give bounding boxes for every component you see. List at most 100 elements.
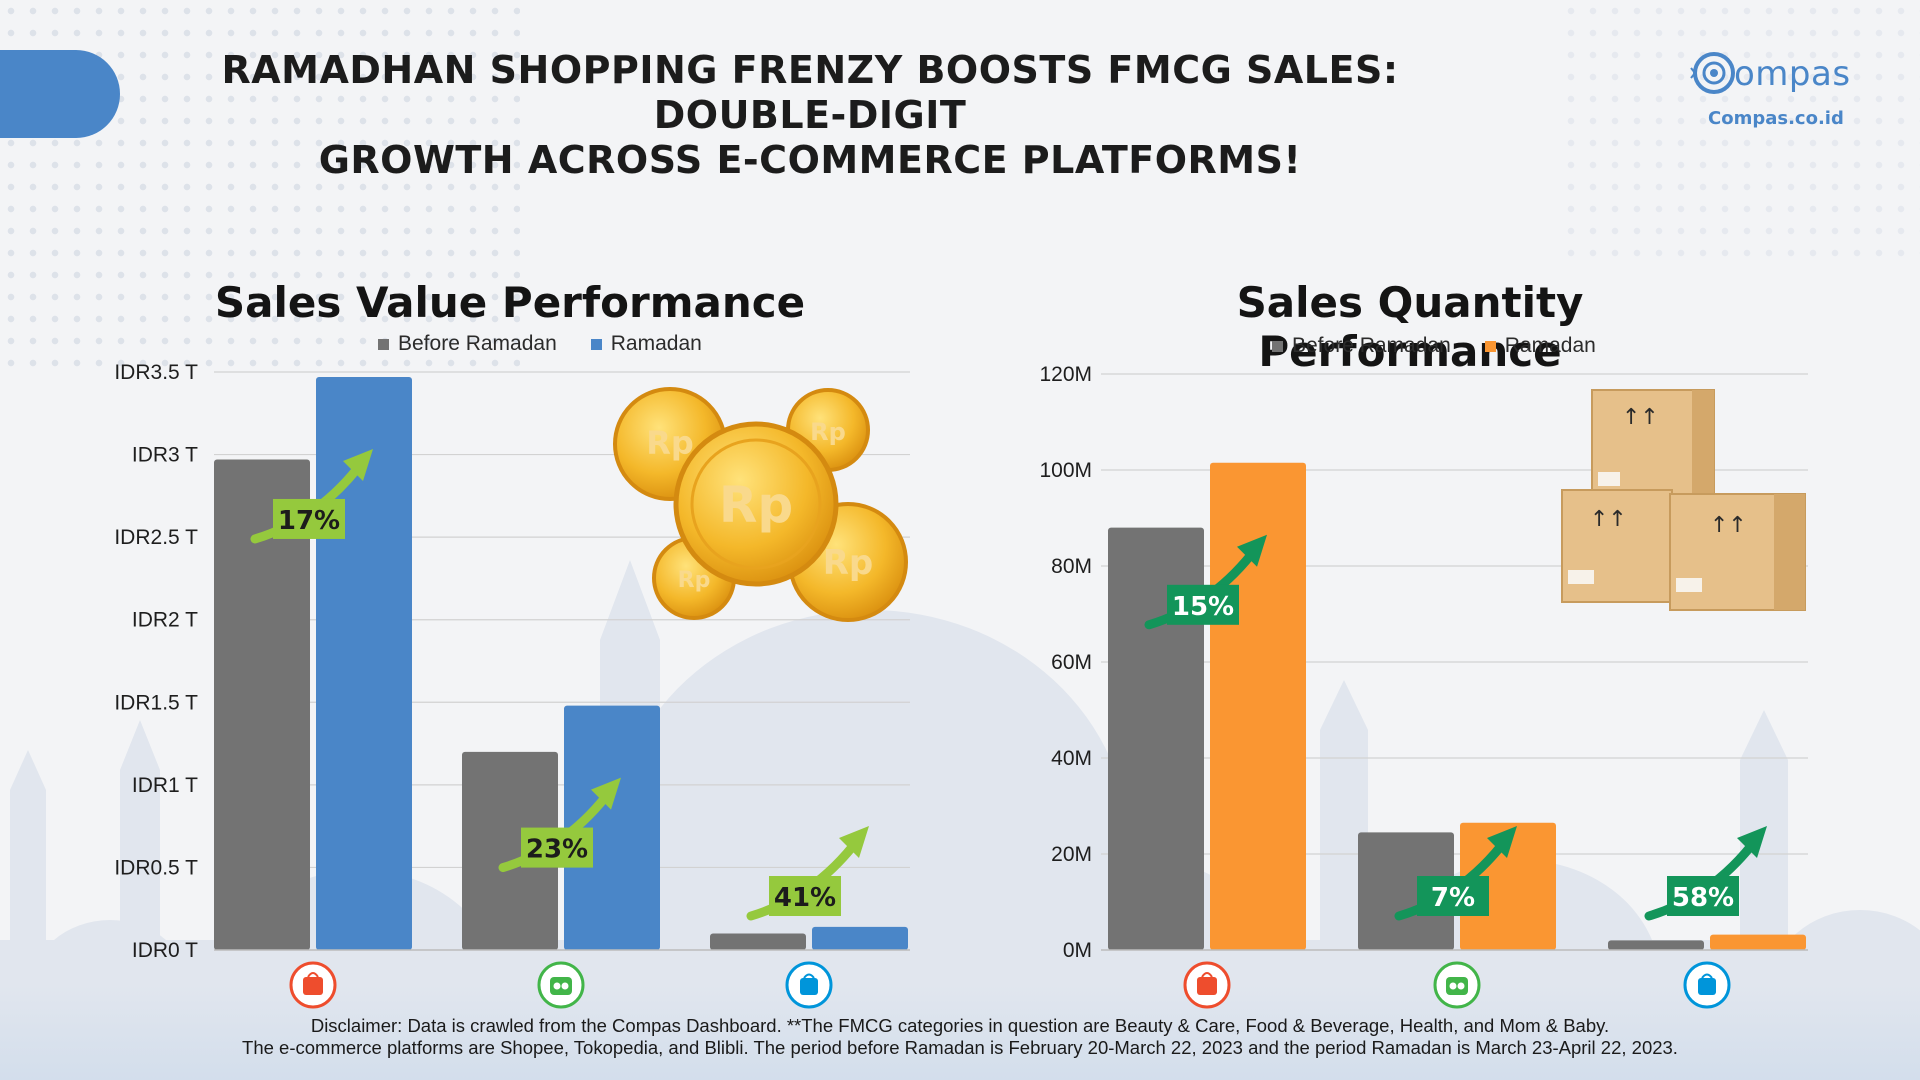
shopee-bag bbox=[303, 977, 323, 995]
chart-2-legend-swatch-ramadan bbox=[1484, 340, 1496, 352]
shopee-bag-handle bbox=[1201, 972, 1213, 978]
growth-arrow-head bbox=[343, 448, 373, 481]
growth-arrow-head bbox=[1237, 534, 1267, 567]
chart-2-legend-item-ramadan: Ramadan bbox=[1484, 334, 1596, 358]
chart-2-legend-label-ramadan: Ramadan bbox=[1504, 334, 1596, 357]
chart-2-title: Sales Quantity Performance bbox=[1236, 278, 1584, 376]
y-tick-label: 60M bbox=[1051, 651, 1092, 674]
tokopedia-icon bbox=[537, 961, 585, 1009]
growth-arrow-head bbox=[591, 777, 621, 810]
box-icon: ↑↑ bbox=[1561, 489, 1673, 603]
chart-2-legend-label-before: Before Ramadan bbox=[1292, 334, 1451, 357]
tokopedia-eye bbox=[553, 982, 561, 990]
y-tick-label: 20M bbox=[1051, 843, 1092, 866]
disclaimer: Disclaimer: Data is crawled from the Com… bbox=[0, 1015, 1920, 1059]
y-tick-label: IDR0 T bbox=[132, 939, 198, 962]
svg-text:Rp: Rp bbox=[678, 568, 711, 593]
growth-label-box bbox=[521, 827, 593, 868]
tokopedia-eye bbox=[561, 982, 569, 990]
tokopedia-eye bbox=[1457, 982, 1465, 990]
blibli-bag-handle bbox=[1701, 973, 1713, 979]
y-tick-label: 0M bbox=[1063, 939, 1092, 962]
growth-label: 15% bbox=[1172, 592, 1234, 622]
tokopedia-bag bbox=[550, 977, 572, 995]
blibli-icon bbox=[785, 961, 833, 1009]
rupiah-coins-illustration: Rp Rp Rp Rp Rp bbox=[613, 387, 908, 622]
cardboard-boxes-illustration: ↑↑ ↑↑ ↑↑ bbox=[1561, 389, 1806, 611]
shopee-bag-handle bbox=[307, 972, 319, 978]
svg-text:Rp: Rp bbox=[823, 543, 874, 583]
y-tick-label: 100M bbox=[1039, 459, 1092, 482]
bar-before bbox=[1608, 940, 1704, 950]
disclaimer-line-2: The e-commerce platforms are Shopee, Tok… bbox=[242, 1037, 1678, 1058]
growth-label-box bbox=[769, 876, 841, 916]
growth-arrow-head bbox=[839, 826, 869, 858]
tokopedia-eye bbox=[1449, 982, 1457, 990]
svg-text:Rp: Rp bbox=[646, 424, 694, 462]
page-title-line-1: RAMADHAN SHOPPING FRENZY BOOSTS FMCG SAL… bbox=[221, 48, 1399, 137]
y-tick-label: IDR3.5 T bbox=[114, 361, 198, 384]
page-title-line-2: GROWTH ACROSS E-COMMERCE PLATFORMS! bbox=[318, 138, 1302, 182]
growth-label-box bbox=[273, 498, 345, 539]
y-tick-label: 120M bbox=[1039, 363, 1092, 386]
y-tick-label: IDR0.5 T bbox=[114, 856, 198, 879]
tokopedia-bag bbox=[1446, 977, 1468, 995]
svg-text:↑↑: ↑↑ bbox=[1590, 507, 1627, 532]
growth-arrow-icon: 7% bbox=[1394, 826, 1517, 921]
growth-arrow-icon: 41% bbox=[746, 826, 869, 921]
bar-before bbox=[462, 751, 558, 950]
box-icon: ↑↑ bbox=[1591, 389, 1715, 503]
y-tick-label: IDR1.5 T bbox=[114, 691, 198, 714]
chart-1-legend-item-before: Before Ramadan bbox=[378, 332, 557, 356]
growth-label-box bbox=[1167, 584, 1239, 625]
chart-1-title: Sales Value Performance bbox=[214, 278, 806, 327]
bar-ramadan bbox=[812, 926, 908, 950]
blibli-bag bbox=[1698, 978, 1716, 995]
chart-1-legend-item-ramadan: Ramadan bbox=[590, 332, 702, 356]
chart-2-legend: Before Ramadan Ramadan bbox=[1272, 334, 1596, 358]
y-tick-label: 40M bbox=[1051, 747, 1092, 770]
shopee-bag bbox=[1197, 977, 1217, 995]
bar-ramadan bbox=[1210, 462, 1306, 950]
growth-label-box bbox=[1667, 876, 1739, 916]
growth-arrow-icon: 23% bbox=[498, 777, 621, 873]
chart-2-legend-item-before: Before Ramadan bbox=[1272, 334, 1451, 358]
disclaimer-line-1: Disclaimer: Data is crawled from the Com… bbox=[310, 1015, 1610, 1036]
blibli-bag bbox=[800, 978, 818, 995]
page-title: RAMADHAN SHOPPING FRENZY BOOSTS FMCG SAL… bbox=[170, 48, 1450, 183]
svg-text:Rp: Rp bbox=[810, 418, 846, 446]
growth-arrow-icon: 15% bbox=[1144, 534, 1267, 630]
shopee-icon bbox=[1183, 961, 1231, 1009]
y-tick-label: IDR1 T bbox=[132, 774, 198, 797]
svg-text:↑↑: ↑↑ bbox=[1710, 513, 1747, 538]
coin-icon: Rp bbox=[673, 421, 839, 587]
growth-label: 17% bbox=[278, 506, 340, 536]
bar-before bbox=[710, 933, 806, 950]
background-dot-pattern-right bbox=[1560, 0, 1920, 260]
box-icon: ↑↑ bbox=[1669, 493, 1806, 611]
y-tick-label: IDR3 T bbox=[132, 444, 198, 467]
y-tick-label: IDR2.5 T bbox=[114, 526, 198, 549]
shopee-icon bbox=[289, 961, 337, 1009]
growth-label: 58% bbox=[1672, 883, 1734, 913]
y-tick-label: 80M bbox=[1051, 555, 1092, 578]
bar-before bbox=[214, 459, 310, 950]
growth-arrow-icon: 58% bbox=[1644, 826, 1767, 921]
header-accent-pill bbox=[0, 50, 120, 138]
growth-label: 41% bbox=[774, 883, 836, 913]
bar-before bbox=[1108, 527, 1204, 950]
tokopedia-icon bbox=[1433, 961, 1481, 1009]
growth-arrow-head bbox=[1737, 826, 1767, 858]
svg-text:↑↑: ↑↑ bbox=[1622, 405, 1659, 430]
bar-ramadan bbox=[1460, 822, 1556, 950]
compas-logo: ompas Compas.co.id bbox=[1690, 50, 1850, 140]
blibli-bag-handle bbox=[803, 973, 815, 979]
chart-1-legend-swatch-ramadan bbox=[590, 338, 602, 350]
svg-text:Rp: Rp bbox=[719, 476, 793, 534]
compas-logo-url: Compas.co.id bbox=[1708, 108, 1844, 129]
growth-label-box bbox=[1417, 876, 1489, 916]
bar-ramadan bbox=[564, 705, 660, 950]
growth-label: 23% bbox=[526, 835, 588, 865]
